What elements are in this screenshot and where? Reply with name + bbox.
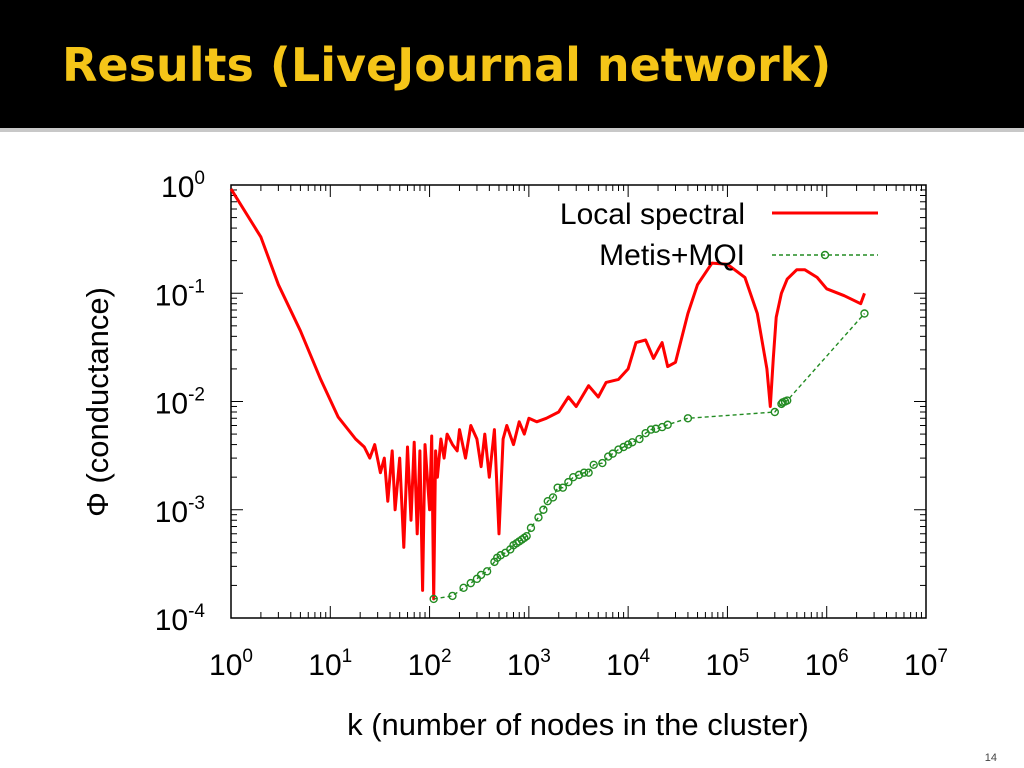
data-point-metis-mqi [459,583,468,593]
data-point-metis-mqi [574,470,584,480]
y-tick-label: 10-3 [155,493,205,529]
series-line-metis-mqi [433,313,866,600]
x-tick-label: 103 [507,646,551,682]
x-tick-label: 101 [308,646,352,682]
y-tick-labels: 100 10-1 10-2 10-3 10-4 [155,168,206,637]
data-point-metis-mqi [496,551,505,560]
x-tick-label: 102 [408,646,452,682]
series-layer [229,188,869,604]
legend: Local spectral Metis+MQI [560,198,878,272]
y-tick-label: 10-4 [155,601,206,637]
x-tick-label: 104 [606,646,650,682]
series-line-local-spectral [229,188,866,601]
data-point-metis-mqi [623,440,633,449]
plot-frame [230,184,927,619]
title-divider [0,128,1024,132]
data-point-metis-mqi [466,578,475,588]
data-point-metis-mqi [589,460,598,470]
data-point-metis-mqi [472,574,482,584]
data-point-metis-mqi [579,468,589,477]
data-point-metis-mqi [584,468,593,477]
page-number: 14 [984,752,997,764]
data-point-metis-mqi [522,531,531,541]
slide-title: Results (LiveJournal network) [62,38,832,92]
data-point-metis-mqi [429,594,438,604]
y-tick-label: 10-2 [155,385,205,421]
data-point-metis-mqi [564,477,573,487]
data-point-metis-mqi [770,407,779,417]
x-axis-label: k (number of nodes in the cluster) [347,707,809,742]
legend-label-metis-mqi: Metis+MQI [599,239,745,272]
data-point-metis-mqi [476,570,486,580]
data-point-metis-mqi [646,425,656,434]
data-point-metis-mqi [619,442,628,452]
x-tick-label: 107 [904,646,948,682]
data-point-metis-mqi [534,513,543,522]
data-point-metis-mqi [448,591,457,601]
data-point-metis-mqi [539,505,548,514]
data-point-metis-mqi [482,567,492,576]
data-point-metis-mqi [558,483,568,492]
x-tick-label: 100 [209,646,253,682]
y-tick-label: 100 [161,168,205,204]
y-axis-label: Φ (conductance) [80,287,115,517]
data-point-metis-mqi [783,396,792,405]
data-point-metis-mqi [526,523,536,533]
data-point-metis-mqi [520,533,529,543]
legend-label-local-spectral: Local spectral [560,198,745,231]
chart: 100 101 102 103 104 105 106 107 100 10-1 10-2 10-3… [80,168,948,742]
data-point-metis-mqi [663,420,672,429]
data-point-metis-mqi [683,414,693,423]
title-bar [0,0,1024,128]
data-point-metis-mqi [598,458,607,468]
data-point-metis-mqi [635,434,644,444]
x-tick-labels: 100 101 102 103 104 105 106 107 [209,646,948,682]
data-point-metis-mqi [553,483,562,492]
x-tick-label: 105 [705,646,749,682]
x-tick-label: 106 [805,646,849,682]
legend-marker-metis-mqi [820,250,830,260]
y-tick-label: 10-1 [155,276,205,312]
data-point-metis-mqi [548,493,558,502]
data-point-metis-mqi [860,309,869,318]
data-point-metis-mqi [608,449,617,458]
data-point-metis-mqi [628,438,637,447]
